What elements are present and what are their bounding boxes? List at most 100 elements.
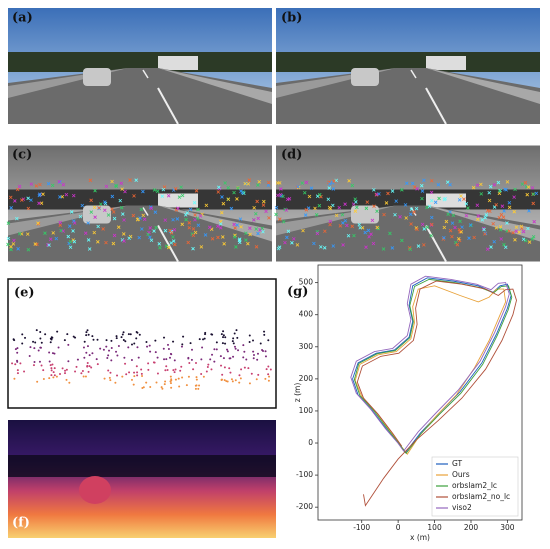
feature-point — [37, 201, 41, 206]
feature-point — [483, 232, 487, 236]
feature-point — [140, 227, 144, 231]
feature-point — [386, 191, 390, 196]
feature-point — [357, 222, 362, 227]
feature-point — [71, 229, 75, 233]
feature-point — [134, 178, 138, 182]
feature-point — [475, 203, 480, 208]
sparse-point — [132, 383, 135, 386]
sparse-point — [187, 356, 190, 359]
sparse-point — [210, 333, 213, 336]
sparse-point — [226, 348, 229, 351]
sparse-point — [161, 387, 164, 390]
feature-point — [341, 243, 345, 247]
sparse-point — [197, 387, 200, 390]
feature-point — [232, 235, 237, 239]
feature-point — [106, 213, 111, 217]
feature-point — [492, 183, 497, 187]
feature-point — [422, 243, 426, 247]
sparse-point — [237, 349, 240, 352]
sparse-point — [203, 337, 206, 340]
sparse-point — [267, 365, 270, 368]
feature-point — [384, 201, 389, 205]
feature-point — [489, 245, 493, 249]
sparse-point — [38, 360, 41, 363]
sparse-point — [65, 368, 68, 371]
feature-point — [87, 247, 92, 251]
feature-point — [169, 241, 173, 245]
feature-point — [157, 242, 162, 246]
feature-point — [216, 235, 220, 240]
feature-point — [531, 234, 536, 239]
feature-point — [414, 206, 419, 211]
sparse-point — [120, 336, 123, 339]
feature-point — [479, 192, 484, 196]
feature-point — [286, 229, 291, 234]
sparse-point — [55, 375, 58, 378]
feature-point — [9, 244, 13, 249]
feature-point — [193, 230, 198, 235]
sparse-point — [99, 347, 102, 350]
feature-point — [390, 246, 395, 250]
feature-point — [371, 241, 376, 246]
feature-point — [121, 232, 126, 236]
feature-point — [278, 217, 282, 221]
panel-label: (b) — [281, 11, 302, 26]
y-tick-label: -100 — [296, 470, 313, 479]
sparse-point — [210, 368, 213, 371]
feature-point — [534, 191, 539, 196]
feature-point — [364, 245, 368, 249]
feature-point — [530, 186, 535, 190]
sparse-point — [87, 370, 90, 373]
sparse-point — [204, 331, 207, 334]
feature-point — [216, 190, 221, 194]
sparse-point — [52, 376, 55, 379]
feature-point — [41, 192, 45, 196]
feature-point — [429, 233, 433, 238]
feature-point — [13, 199, 17, 203]
sparse-point — [39, 331, 42, 334]
feature-point — [460, 225, 464, 229]
feature-point — [496, 180, 501, 185]
sparse-point — [33, 347, 36, 350]
feature-point — [72, 219, 76, 223]
sparse-point — [228, 367, 231, 370]
feature-point — [46, 181, 51, 186]
sparse-point — [243, 350, 246, 353]
sparse-point — [33, 360, 36, 363]
sparse-point — [174, 368, 177, 371]
feature-point — [450, 221, 455, 225]
sparse-point — [131, 343, 134, 346]
feature-point — [132, 194, 136, 198]
panel-label: (a) — [12, 11, 33, 26]
sparse-point — [154, 351, 157, 354]
feature-point — [287, 197, 292, 201]
sparse-point — [72, 335, 75, 338]
feature-point — [468, 223, 473, 227]
sparse-point — [103, 377, 106, 380]
sparse-point — [146, 345, 149, 348]
feature-point — [152, 229, 156, 233]
sparse-point — [149, 350, 152, 353]
feature-point — [331, 187, 336, 191]
sparse-point — [222, 336, 225, 339]
sparse-point — [107, 369, 110, 372]
sparse-point — [190, 358, 193, 361]
sparse-point — [42, 377, 45, 380]
feature-point — [254, 245, 259, 249]
sparse-point — [198, 338, 201, 341]
feature-point — [25, 232, 30, 236]
trajectory — [350, 275, 510, 452]
sparse-point — [133, 371, 136, 374]
feature-point — [246, 182, 251, 186]
feature-point — [89, 210, 94, 214]
feature-point — [188, 207, 193, 212]
feature-point — [364, 206, 369, 211]
sparse-point — [190, 348, 193, 351]
sparse-point — [264, 377, 267, 380]
feature-point — [433, 200, 438, 205]
sparse-point — [110, 359, 113, 362]
sparse-panel — [7, 278, 277, 409]
sparse-point — [207, 363, 210, 366]
feature-point — [382, 212, 386, 217]
feature-point — [191, 227, 196, 231]
